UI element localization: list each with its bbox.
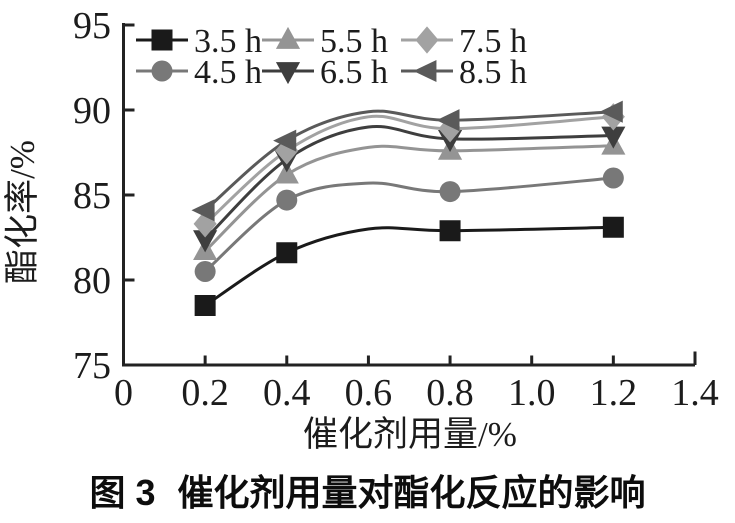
- figure-caption-text: 催化剂用量对酯化反应的影响: [177, 472, 646, 513]
- triangle-left-marker: [599, 100, 623, 123]
- legend-item: 5.5 h: [262, 23, 388, 60]
- triangle-down-icon: [275, 62, 301, 85]
- y-tick-label: 85: [73, 175, 111, 217]
- triangle-down-marker: [193, 230, 218, 253]
- legend-item: 7.5 h: [401, 23, 527, 60]
- chart-legend: 3.5 h4.5 h 5.5 h6.5 h 7.5 h8.5 h: [136, 23, 527, 91]
- x-tick-label: 0.8: [426, 372, 474, 414]
- circle-marker: [439, 181, 461, 203]
- circle-marker: [276, 189, 298, 211]
- square-marker: [194, 295, 216, 316]
- x-tick-label: 0.6: [345, 372, 393, 414]
- legend-label: 4.5 h: [194, 54, 262, 91]
- circle-marker: [602, 167, 624, 189]
- x-tick-label: 0.2: [181, 372, 229, 414]
- legend-label: 3.5 h: [194, 23, 262, 60]
- diamond-marker: [193, 210, 217, 238]
- legend-item: 8.5 h: [401, 54, 527, 91]
- y-tick-label: 75: [73, 345, 111, 387]
- curve-3.5h: [204, 225, 614, 307]
- curve-4.5h: [204, 176, 614, 273]
- data-markers: [191, 100, 626, 316]
- y-tick-label: 80: [73, 260, 111, 302]
- x-tick-label: 0.4: [263, 372, 311, 414]
- triangle-down-marker: [601, 126, 626, 149]
- figure-caption: 图 3 催化剂用量对酯化反应的影响: [0, 464, 735, 516]
- y-axis-title: 酯化率/%: [3, 140, 42, 284]
- y-tick-label: 90: [73, 90, 111, 132]
- x-tick-label: 0: [114, 372, 133, 414]
- curve-7.5h: [204, 114, 614, 226]
- square-icon: [151, 29, 173, 51]
- legend-item: 3.5 h: [136, 23, 262, 60]
- legend-item: 4.5 h: [136, 54, 262, 91]
- curve-8.5h: [204, 109, 614, 212]
- y-tick-label: 95: [73, 5, 111, 47]
- diamond-icon: [415, 26, 439, 54]
- legend-label: 8.5 h: [459, 54, 527, 91]
- legend-item: 6.5 h: [262, 54, 388, 91]
- figure-number: 图 3: [89, 472, 156, 513]
- x-tick-label: 1.4: [671, 372, 719, 414]
- circle-marker: [194, 261, 216, 282]
- circle-icon: [151, 60, 173, 82]
- diamond-marker: [275, 137, 299, 165]
- triangle-up-marker: [274, 161, 299, 184]
- triangle-up-icon: [275, 26, 301, 49]
- triangle-left-marker: [191, 199, 215, 222]
- triangle-left-icon: [413, 59, 437, 83]
- curve-6.5h: [204, 124, 614, 241]
- x-tick-label: 1.2: [590, 372, 638, 414]
- axes: 75 80 85 90 95 0 0.2 0.4 0.6 0.8 1.0 1.2 1.4: [73, 5, 719, 414]
- triangle-left-marker: [436, 109, 460, 132]
- x-axis-title: 催化剂用量/%: [303, 415, 517, 454]
- legend-label: 5.5 h: [320, 23, 388, 60]
- curve-5.5h: [204, 144, 614, 253]
- data-curves: [204, 109, 614, 307]
- triangle-left-marker: [273, 129, 297, 152]
- square-marker: [602, 216, 624, 238]
- square-marker: [276, 242, 298, 264]
- legend-label: 6.5 h: [320, 54, 388, 91]
- x-tick-label: 1.0: [508, 372, 556, 414]
- square-marker: [439, 220, 461, 242]
- legend-label: 7.5 h: [459, 23, 527, 60]
- chart-plot-area: 75 80 85 90 95 0 0.2 0.4 0.6 0.8 1.0 1.2 1.4 3.5 h4.…: [3, 5, 719, 454]
